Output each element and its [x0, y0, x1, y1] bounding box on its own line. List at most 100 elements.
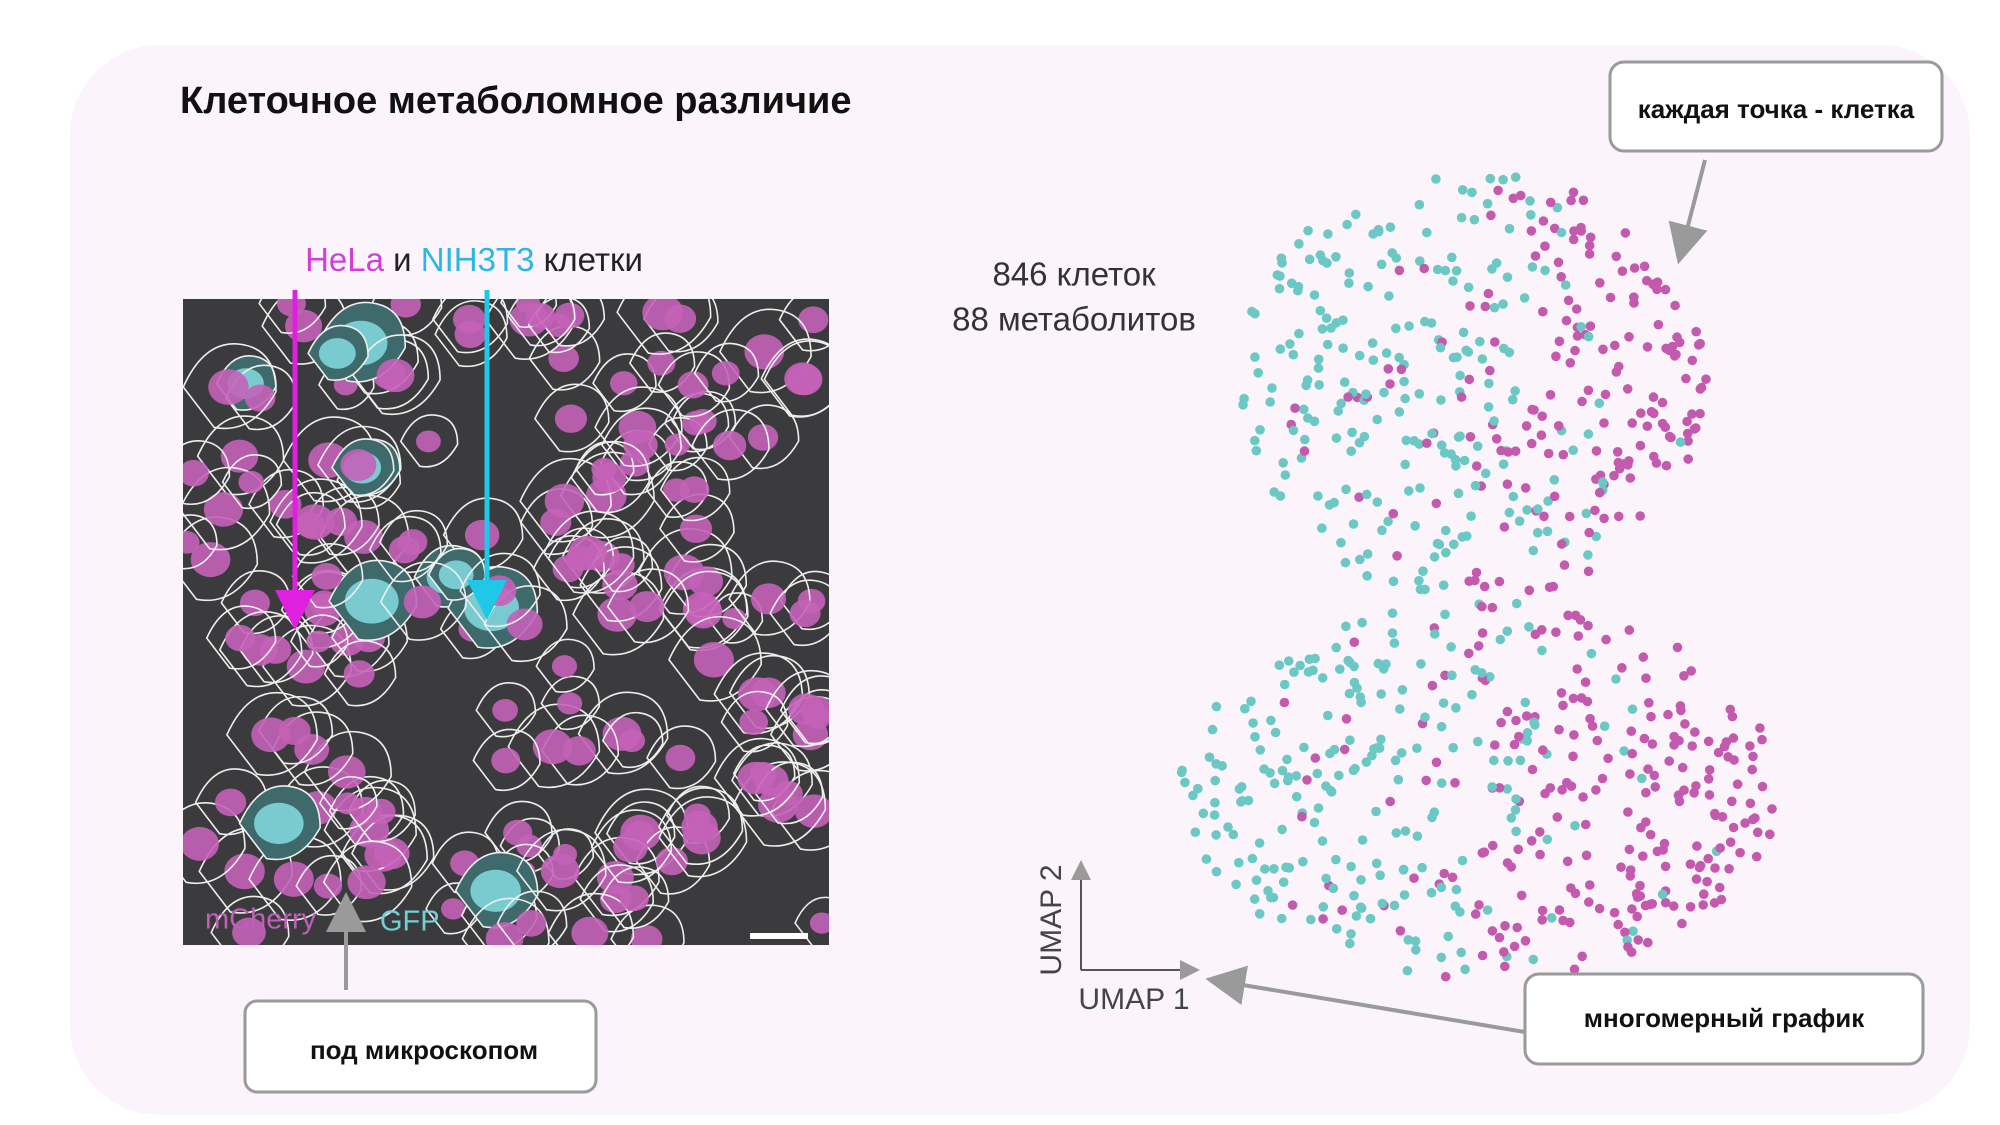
- nucleus: [344, 578, 399, 624]
- umap-point: [1498, 299, 1508, 309]
- umap-point: [1362, 489, 1372, 500]
- umap-point: [1584, 527, 1594, 538]
- umap-point: [1383, 364, 1394, 374]
- umap-point: [1372, 414, 1382, 425]
- cell-outline: [318, 775, 378, 830]
- cell-outline: [317, 425, 402, 503]
- umap-point: [1389, 638, 1400, 648]
- cell-outline: [720, 690, 789, 753]
- umap-point: [1680, 719, 1690, 729]
- cell-outline: [183, 514, 218, 570]
- umap-point: [1367, 750, 1377, 761]
- umap-point: [1395, 704, 1405, 714]
- nucleus: [665, 744, 696, 772]
- cell-outline: [590, 809, 673, 884]
- umap-point: [1395, 926, 1406, 936]
- umap-point: [1611, 367, 1622, 377]
- umap-point: [1436, 395, 1446, 405]
- umap-point: [1412, 831, 1423, 841]
- nucleus: [592, 462, 627, 493]
- umap-point: [1334, 770, 1344, 781]
- umap-point: [1299, 404, 1309, 415]
- umap-point: [1499, 343, 1509, 354]
- umap-point: [1516, 190, 1526, 201]
- umap-point: [1650, 782, 1661, 792]
- umap-point: [1247, 306, 1257, 317]
- nucleus: [663, 554, 705, 591]
- gfp-label: GFP: [380, 906, 440, 938]
- cell-outline: [570, 440, 650, 514]
- nucleus: [737, 761, 775, 795]
- callout-text: под микроскопом: [310, 1035, 538, 1065]
- umap-point: [1583, 385, 1594, 396]
- umap-point: [1612, 447, 1623, 457]
- umap-point: [1410, 936, 1421, 946]
- nucleus: [214, 788, 247, 817]
- umap-point: [1285, 339, 1295, 349]
- umap-point: [1349, 677, 1360, 688]
- cell-outline: [659, 493, 735, 563]
- nucleus: [809, 912, 829, 934]
- umap-point: [1677, 918, 1687, 929]
- umap-point: [1250, 732, 1260, 742]
- umap-point: [1524, 585, 1535, 596]
- umap-point: [1663, 709, 1673, 720]
- umap-point: [1315, 305, 1326, 316]
- umap-point: [1313, 354, 1324, 365]
- umap-point: [1321, 313, 1332, 324]
- umap-point: [1568, 234, 1579, 245]
- umap-point: [1683, 436, 1693, 446]
- umap-point: [1418, 566, 1428, 576]
- umap-point: [1752, 827, 1763, 838]
- umap-point: [1536, 430, 1547, 441]
- umap-point: [1564, 511, 1575, 522]
- umap-point: [1268, 892, 1279, 903]
- umap-point: [1693, 340, 1704, 350]
- cell-outline: [605, 801, 676, 865]
- umap-point: [1421, 775, 1431, 786]
- umap-point: [1180, 777, 1190, 788]
- umap-point: [1598, 344, 1608, 355]
- nucleus: [629, 591, 665, 623]
- umap-point: [1554, 905, 1565, 915]
- nucleus: [689, 408, 717, 434]
- umap-point: [1355, 692, 1366, 702]
- cell-outline: [600, 866, 670, 929]
- umap-point: [1484, 378, 1494, 389]
- umap-point: [1581, 508, 1592, 519]
- umap-point: [1535, 827, 1545, 837]
- cell-outline: [322, 840, 413, 923]
- cell-outline: [606, 568, 690, 644]
- umap-point: [1515, 755, 1526, 766]
- umap-point: [1562, 777, 1572, 788]
- umap-point: [1409, 436, 1419, 446]
- umap-point: [1649, 770, 1660, 781]
- umap-point: [1719, 741, 1730, 752]
- cell-outline: [794, 896, 829, 945]
- cell-outline: [610, 904, 685, 945]
- umap-point: [1569, 226, 1579, 236]
- nucleus: [491, 747, 521, 774]
- umap-point: [1691, 874, 1702, 884]
- umap-point: [1633, 935, 1643, 945]
- umap-point: [1748, 751, 1758, 762]
- umap-point: [1193, 783, 1203, 794]
- cell-outline: [399, 414, 459, 468]
- umap-point: [1415, 584, 1426, 595]
- umap-point: [1568, 751, 1578, 762]
- umap-point: [1632, 892, 1643, 902]
- umap-point: [1627, 748, 1637, 759]
- umap-point: [1558, 700, 1568, 711]
- umap-point: [1373, 658, 1384, 669]
- cell-outline: [535, 299, 606, 347]
- cell-outline: [238, 615, 314, 684]
- umap-point: [1624, 456, 1634, 466]
- umap-point: [1427, 428, 1437, 439]
- umap-point: [1450, 778, 1460, 788]
- nucleus: [224, 853, 265, 890]
- umap-point: [1540, 241, 1550, 251]
- umap-point: [1458, 327, 1469, 338]
- umap-point: [1448, 276, 1458, 286]
- callout-text: многомерный график: [1584, 1003, 1865, 1033]
- umap-point: [1383, 516, 1393, 527]
